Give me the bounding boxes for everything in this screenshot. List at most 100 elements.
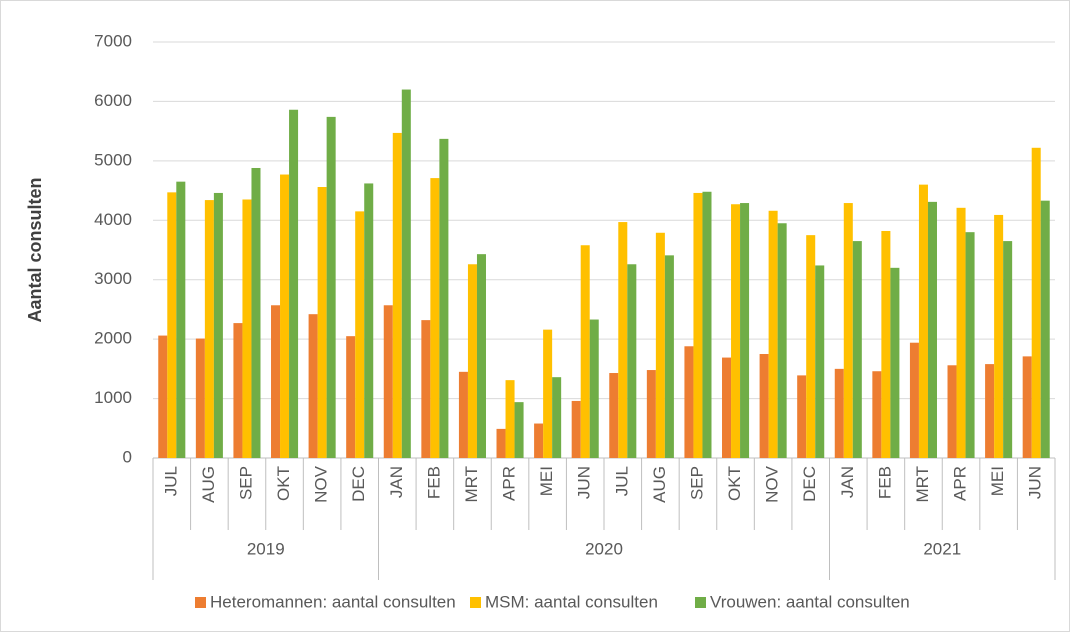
x-tick-label: JUN bbox=[1026, 466, 1045, 499]
x-tick-label: NOV bbox=[763, 465, 782, 503]
bar bbox=[543, 329, 553, 458]
group-label: 2021 bbox=[923, 539, 961, 558]
y-tick-label: 4000 bbox=[94, 210, 132, 229]
bar bbox=[204, 200, 214, 458]
bar bbox=[909, 342, 919, 458]
bar bbox=[609, 373, 619, 458]
bar bbox=[195, 338, 205, 458]
x-tick-label: DEC bbox=[800, 466, 819, 502]
bar bbox=[1040, 200, 1050, 458]
x-tick-label: JUL bbox=[612, 466, 631, 496]
x-tick-label: MRT bbox=[913, 466, 932, 503]
x-tick-label: SEP bbox=[687, 466, 706, 500]
bar bbox=[589, 319, 599, 458]
x-tick-label: SEP bbox=[236, 466, 255, 500]
bar bbox=[627, 264, 637, 458]
bar bbox=[271, 305, 281, 458]
bar bbox=[514, 402, 524, 458]
bar bbox=[985, 364, 995, 458]
bar bbox=[655, 232, 665, 458]
legend-swatch bbox=[195, 597, 206, 608]
x-tick-label: MRT bbox=[462, 466, 481, 503]
bar bbox=[176, 181, 186, 458]
bar bbox=[693, 192, 703, 458]
group-label: 2020 bbox=[585, 539, 623, 558]
bar bbox=[768, 210, 778, 458]
bar bbox=[401, 89, 411, 459]
bar bbox=[872, 371, 882, 458]
x-tick-label: JUL bbox=[161, 466, 180, 496]
bar bbox=[213, 192, 223, 458]
bar bbox=[965, 232, 975, 458]
legend-label: MSM: aantal consulten bbox=[485, 592, 658, 611]
bar bbox=[505, 380, 515, 458]
bar bbox=[392, 132, 402, 458]
x-tick-label: OKT bbox=[274, 466, 293, 501]
bar bbox=[1003, 241, 1013, 458]
x-tick-label: NOV bbox=[312, 465, 331, 503]
x-tick-label: APR bbox=[951, 466, 970, 501]
bar bbox=[664, 255, 674, 458]
x-tick-label: AUG bbox=[199, 466, 218, 503]
bar bbox=[806, 235, 816, 458]
bar bbox=[383, 305, 393, 458]
bar bbox=[355, 211, 365, 458]
y-tick-label: 6000 bbox=[94, 91, 132, 110]
bar bbox=[571, 400, 581, 458]
legend-label: Heteromannen: aantal consulten bbox=[210, 592, 456, 611]
bar bbox=[242, 199, 252, 458]
bar bbox=[467, 264, 477, 458]
x-tick-label: APR bbox=[500, 466, 519, 501]
bar bbox=[702, 191, 712, 458]
bar bbox=[552, 377, 562, 458]
group-label: 2019 bbox=[247, 539, 285, 558]
x-tick-label: OKT bbox=[725, 466, 744, 501]
bar bbox=[947, 365, 957, 458]
x-tick-label: MEI bbox=[537, 466, 556, 496]
bar bbox=[994, 214, 1004, 458]
bar bbox=[1022, 356, 1032, 458]
bar bbox=[646, 370, 656, 458]
bar bbox=[421, 320, 431, 458]
bar bbox=[476, 254, 486, 458]
bar bbox=[797, 375, 807, 458]
bar bbox=[927, 201, 937, 458]
bar bbox=[346, 336, 356, 458]
bar bbox=[684, 346, 694, 458]
x-tick-label: JAN bbox=[387, 466, 406, 498]
x-tick-label: JUN bbox=[575, 466, 594, 499]
bar bbox=[777, 223, 787, 458]
y-tick-label: 2000 bbox=[94, 329, 132, 348]
bar bbox=[317, 187, 327, 458]
y-tick-label: 0 bbox=[123, 447, 132, 466]
y-tick-label: 3000 bbox=[94, 269, 132, 288]
x-tick-label: AUG bbox=[650, 466, 669, 503]
x-tick-label: JAN bbox=[838, 466, 857, 498]
y-tick-label: 7000 bbox=[94, 31, 132, 50]
bar bbox=[759, 354, 769, 458]
bar bbox=[1031, 147, 1041, 459]
legend-label: Vrouwen: aantal consulten bbox=[710, 592, 910, 611]
bar bbox=[458, 371, 468, 458]
bar bbox=[722, 357, 732, 458]
bar bbox=[815, 265, 825, 458]
legend-swatch bbox=[695, 597, 706, 608]
x-tick-label: DEC bbox=[349, 466, 368, 502]
bar bbox=[852, 241, 862, 458]
bar bbox=[534, 423, 544, 458]
bar bbox=[918, 184, 928, 458]
bar bbox=[167, 192, 177, 458]
bar bbox=[956, 207, 966, 458]
bar bbox=[364, 183, 374, 458]
bar bbox=[740, 203, 750, 458]
bar bbox=[731, 204, 741, 458]
bar bbox=[881, 230, 891, 458]
bar bbox=[280, 174, 290, 459]
bar bbox=[834, 368, 844, 458]
bar bbox=[308, 314, 318, 458]
bar bbox=[496, 428, 506, 458]
bar bbox=[580, 245, 590, 458]
